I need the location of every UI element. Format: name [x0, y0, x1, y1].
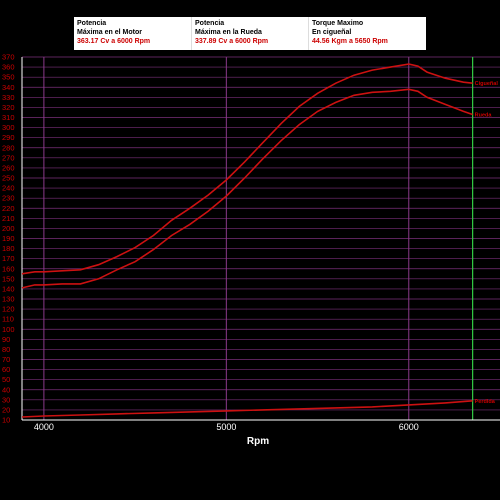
x-tick-labels: 4000 5000 6000	[34, 422, 419, 432]
y-tick-label: 100	[2, 325, 15, 334]
y-tick-label: 260	[2, 163, 15, 172]
info-value: 337.89 Cv a 6000 Rpm	[195, 38, 269, 45]
y-tick-label: 370	[2, 53, 15, 62]
y-tick-label: 30	[2, 395, 10, 404]
series-label: Rueda	[475, 112, 493, 118]
y-tick-label: 190	[2, 234, 15, 243]
y-tick-label: 150	[2, 274, 15, 283]
info-value: 363.17 Cv a 6000 Rpm	[77, 38, 151, 45]
y-tick-label: 110	[2, 315, 14, 324]
y-tick-label: 160	[2, 264, 15, 273]
info-title: Torque Maximo	[312, 20, 364, 27]
series-label: Cigueñal	[475, 81, 499, 87]
y-tick-label: 280	[2, 143, 15, 152]
chart-axes	[21, 57, 500, 421]
info-title: Potencia	[195, 20, 225, 27]
y-tick-label: 220	[2, 204, 15, 213]
x-tick-label: 5000	[216, 422, 236, 432]
y-tick-label: 270	[2, 153, 15, 162]
y-tick-label: 60	[2, 365, 10, 374]
series-line-2	[21, 400, 473, 418]
y-tick-label: 340	[2, 83, 15, 92]
y-tick-label: 90	[2, 335, 10, 344]
y-tick-label: 140	[2, 284, 15, 293]
y-tick-label: 310	[2, 113, 15, 122]
y-tick-label: 350	[2, 73, 15, 82]
info-value: 44.56 Kgm a 5650 Rpm	[312, 38, 388, 45]
info-col-motor-power: Potencia Máxima en el Motor 363.17 Cv a …	[74, 17, 191, 50]
chart-series: Cigueñal Rueda Perdida	[21, 63, 499, 418]
y-tick-label: 300	[2, 123, 15, 132]
info-subtitle: En cigueñal	[312, 29, 352, 36]
y-tick-label: 10	[2, 416, 10, 425]
y-tick-label: 80	[2, 345, 10, 354]
chart-grid	[22, 56, 500, 421]
y-tick-label: 170	[2, 254, 15, 263]
y-tick-label: 290	[2, 133, 15, 142]
info-title: Potencia	[77, 20, 107, 27]
y-tick-label: 120	[2, 305, 15, 314]
y-tick-label: 210	[2, 214, 15, 223]
x-axis-label: Rpm	[247, 436, 269, 447]
info-col-max-torque: Torque Maximo En cigueñal 44.56 Kgm a 56…	[308, 17, 425, 50]
info-col-wheel-power: Potencia Máxima en la Rueda 337.89 Cv a …	[191, 17, 308, 50]
y-tick-labels: 1020304050607080901001101201301401501601…	[2, 53, 15, 425]
y-tick-label: 330	[2, 93, 15, 102]
series-line-0	[21, 63, 473, 275]
info-subtitle: Máxima en la Rueda	[195, 29, 262, 36]
y-tick-label: 50	[2, 375, 10, 384]
y-tick-label: 20	[2, 405, 10, 414]
y-tick-label: 180	[2, 244, 15, 253]
y-tick-label: 240	[2, 184, 15, 193]
info-subtitle: Máxima en el Motor	[77, 29, 142, 36]
y-tick-label: 250	[2, 174, 15, 183]
info-table: Potencia Máxima en el Motor 363.17 Cv a …	[74, 17, 426, 50]
y-tick-label: 40	[2, 385, 10, 394]
y-tick-label: 130	[2, 295, 15, 304]
x-tick-label: 4000	[34, 422, 54, 432]
series-label: Perdida	[475, 399, 496, 405]
series-line-1	[21, 88, 473, 289]
y-tick-label: 360	[2, 63, 15, 72]
y-tick-label: 320	[2, 103, 15, 112]
x-tick-label: 6000	[399, 422, 419, 432]
y-tick-label: 200	[2, 224, 15, 233]
y-tick-label: 230	[2, 194, 15, 203]
y-tick-label: 70	[2, 355, 10, 364]
